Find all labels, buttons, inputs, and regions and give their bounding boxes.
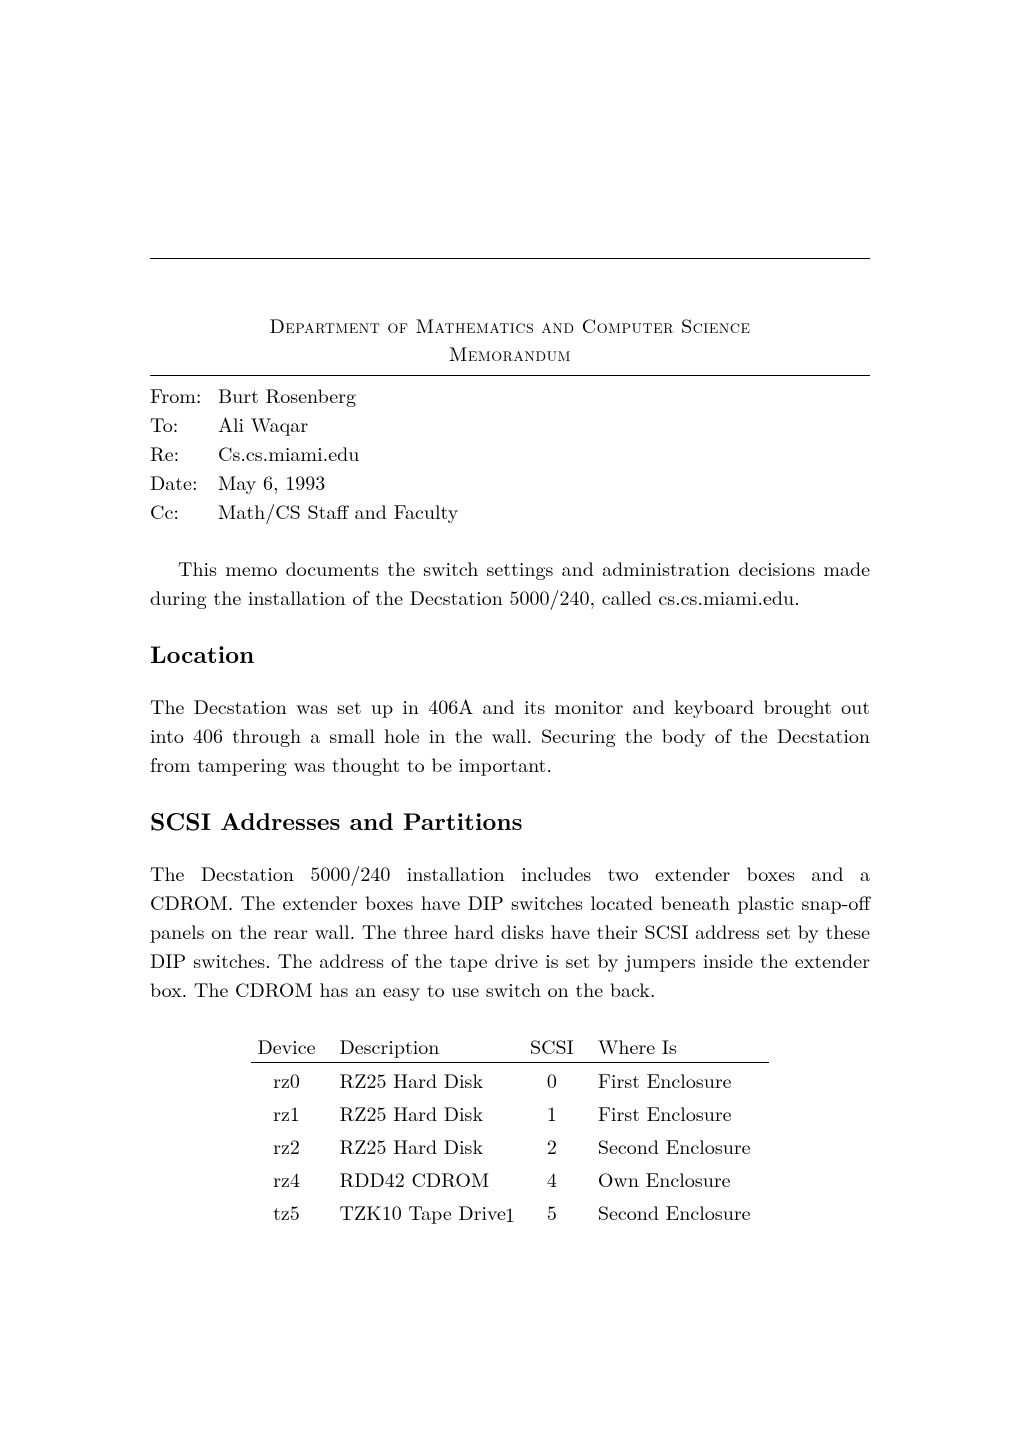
meta-from-value: Burt Rosenberg	[218, 380, 356, 409]
cell-description: RZ25 Hard Disk	[334, 1096, 524, 1129]
horizontal-rule-mid	[150, 375, 870, 376]
cell-device: rz4	[251, 1162, 333, 1195]
memo-meta: From: Burt Rosenberg To: Ali Waqar Re: C…	[150, 380, 870, 525]
cell-description: RZ25 Hard Disk	[334, 1063, 524, 1097]
col-where: Where Is	[592, 1029, 769, 1063]
cell-scsi: 2	[524, 1129, 592, 1162]
meta-re-label: Re:	[150, 438, 218, 467]
cell-device: rz1	[251, 1096, 333, 1129]
section-location-body: The Decstation was set up in 406A and it…	[150, 691, 870, 778]
table-row: rz0 RZ25 Hard Disk 0 First Enclosure	[251, 1063, 768, 1097]
page-number: 1	[0, 1199, 1020, 1228]
cell-scsi: 4	[524, 1162, 592, 1195]
cell-description: RZ25 Hard Disk	[334, 1129, 524, 1162]
meta-to-row: To: Ali Waqar	[150, 409, 870, 438]
col-scsi: SCSI	[524, 1029, 592, 1063]
cell-scsi: 0	[524, 1063, 592, 1097]
cell-where: First Enclosure	[592, 1063, 769, 1097]
memorandum-line: Memorandum	[150, 339, 870, 367]
cell-where: Second Enclosure	[592, 1129, 769, 1162]
cell-description: RDD42 CDROM	[334, 1162, 524, 1195]
meta-date-label: Date:	[150, 467, 218, 496]
section-scsi-body: The Decstation 5000/240 installation inc…	[150, 858, 870, 1003]
meta-cc-row: Cc: Math/CS Staff and Faculty	[150, 496, 870, 525]
intro-paragraph: This memo documents the switch settings …	[150, 553, 870, 611]
meta-from-row: From: Burt Rosenberg	[150, 380, 870, 409]
cell-where: Own Enclosure	[592, 1162, 769, 1195]
table-row: rz4 RDD42 CDROM 4 Own Enclosure	[251, 1162, 768, 1195]
horizontal-rule-top	[150, 258, 870, 259]
cell-device: rz0	[251, 1063, 333, 1097]
memo-header: Department of Mathematics and Computer S…	[150, 311, 870, 367]
meta-to-label: To:	[150, 409, 218, 438]
meta-date-value: May 6, 1993	[218, 467, 325, 496]
cell-scsi: 1	[524, 1096, 592, 1129]
col-device: Device	[251, 1029, 333, 1063]
cell-device: rz2	[251, 1129, 333, 1162]
col-description: Description	[334, 1029, 524, 1063]
meta-cc-value: Math/CS Staff and Faculty	[218, 496, 458, 525]
department-line: Department of Mathematics and Computer S…	[150, 311, 870, 339]
page: Department of Mathematics and Computer S…	[0, 0, 1020, 1228]
cell-where: First Enclosure	[592, 1096, 769, 1129]
meta-from-label: From:	[150, 380, 218, 409]
table-header-row: Device Description SCSI Where Is	[251, 1029, 768, 1063]
table-row: rz1 RZ25 Hard Disk 1 First Enclosure	[251, 1096, 768, 1129]
meta-re-value: Cs.cs.miami.edu	[218, 438, 359, 467]
meta-cc-label: Cc:	[150, 496, 218, 525]
meta-date-row: Date: May 6, 1993	[150, 467, 870, 496]
meta-re-row: Re: Cs.cs.miami.edu	[150, 438, 870, 467]
meta-to-value: Ali Waqar	[218, 409, 308, 438]
section-scsi-title: SCSI Addresses and Partitions	[150, 804, 870, 838]
section-location-title: Location	[150, 637, 870, 671]
table-row: rz2 RZ25 Hard Disk 2 Second Enclosure	[251, 1129, 768, 1162]
